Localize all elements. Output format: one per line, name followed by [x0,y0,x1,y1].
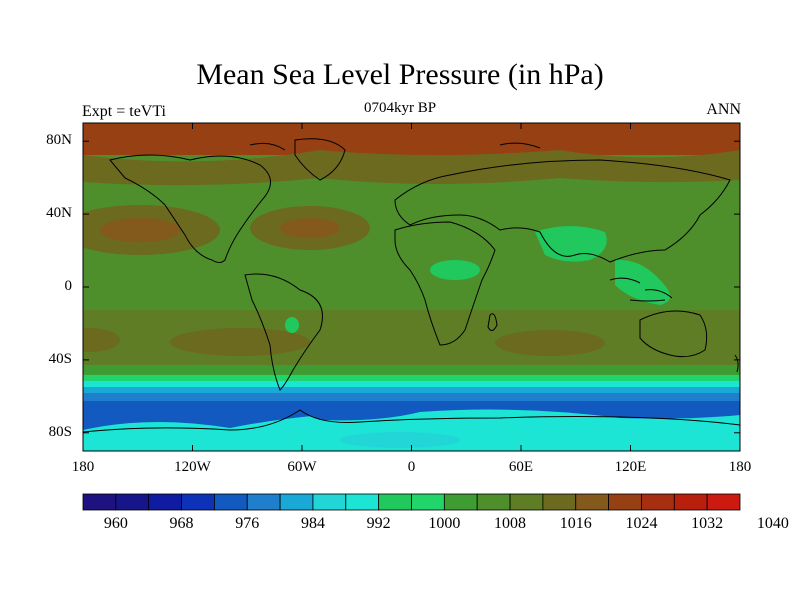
colorbar-swatch [542,493,577,511]
colorbar-swatch [181,493,215,511]
lat-label: 40S [48,350,72,367]
maritime-continent-low [615,259,670,305]
australia-coast [639,310,708,358]
colorbar-label: 1008 [494,515,527,532]
atlantic-high-inner [280,218,340,238]
colorbar-swatch [115,493,150,511]
season-label: ANN [706,101,741,118]
polar-transition [83,150,740,186]
colorbar-swatch [345,493,380,511]
colorbar-label: 1016 [559,515,592,532]
colorbar-swatch [213,493,248,511]
south-america-coast [244,273,323,391]
colorbar-label: 984 [300,515,325,532]
lon-label: 120W [174,459,211,475]
colorbar-swatch [641,493,675,511]
asia-monsoon-low [535,226,607,262]
colorbar-swatch [312,493,347,511]
colorbar [82,493,741,511]
madagascar-coast [487,313,498,331]
lon-label: 60W [287,459,317,475]
africa-low [430,260,480,280]
indonesia-coast [609,277,673,302]
colorbar-swatch [476,493,511,511]
pressure-field [83,123,740,451]
map-title: Mean Sea Level Pressure (in hPa) [196,58,604,91]
colorbar-swatch [443,493,478,511]
weddell-low [300,405,420,421]
lon-label: 0 [407,459,416,475]
south-pacific-high [170,328,310,356]
new-zealand-coast [734,354,739,373]
lat-label: 0 [64,278,73,294]
lon-label: 180 [728,459,752,475]
colorbar-swatch [575,493,609,511]
colorbar-swatch [706,493,741,511]
colorbar-swatch [509,493,544,511]
lon-label: 60E [508,459,534,475]
colorbar-swatch [148,493,182,511]
eurasia-coast [394,159,731,263]
band-1008 [83,365,740,375]
colorbar-label: 992 [366,515,391,532]
lon-label: 180 [71,459,95,475]
arctic-islands-coast [249,142,541,151]
colorbar-label: 1032 [691,515,724,532]
north-america-coast [109,154,271,263]
colorbar-label: 1040 [756,515,789,532]
lat-label: 80N [46,132,72,149]
colorbar-swatch [411,493,445,511]
antarctic-high [83,409,740,451]
band-988 [83,393,740,401]
colorbar-label: 1024 [625,515,658,532]
band-1004 [83,375,740,381]
experiment-label: Expt = teVTi [82,103,166,120]
colorbar-swatch [378,493,412,511]
band-992 [83,387,740,393]
coastlines [83,138,740,433]
south-america-low [285,317,299,333]
south-indian-high [495,330,605,356]
map-subtitle: 0704kyr BP [363,100,437,116]
colorbar-swatch [246,493,281,511]
colorbar-label: 976 [235,515,260,532]
greenland-coast [294,138,346,181]
antarctica-coast [83,409,740,433]
antarctic-core [340,432,460,448]
colorbar-swatch [608,493,642,511]
colorbar-label: 968 [169,515,194,532]
colorbar-label: 1000 [428,515,461,532]
colorbar-swatch [279,493,314,511]
south-pacific-high-west [83,328,120,352]
colorbar-swatch [673,493,708,511]
africa-coast [394,221,496,346]
axis-ticks [82,123,741,451]
band-1000 [83,381,740,387]
lon-label: 120E [614,459,647,475]
colorbar-label: 960 [103,515,128,532]
colorbar-swatch [82,493,117,511]
lat-label: 80S [48,423,72,440]
pacific-high-inner [100,218,180,242]
lat-label: 40N [46,205,72,222]
